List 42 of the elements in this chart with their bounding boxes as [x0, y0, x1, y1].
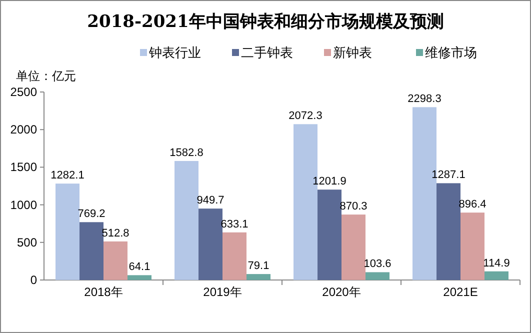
y-tick-label: 1500: [10, 160, 38, 174]
bar: [104, 241, 128, 280]
bar: [128, 275, 152, 280]
bar: [318, 190, 342, 280]
bar: [246, 274, 270, 280]
data-label: 114.9: [483, 257, 510, 270]
chart-title: 2018-2021年中国钟表和细分市场规模及预测: [87, 12, 444, 32]
legend-label: 钟表行业: [148, 45, 201, 60]
bar: [484, 271, 508, 280]
bar: [342, 214, 366, 280]
x-tick-label: 2021E: [443, 285, 478, 299]
y-tick-label: 0: [30, 273, 38, 287]
x-tick-label: 2020年: [322, 285, 361, 299]
bar: [460, 212, 484, 280]
data-label: 1582.8: [170, 146, 204, 159]
y-tick-label: 1000: [10, 198, 38, 212]
bar: [436, 183, 460, 280]
y-tick-label: 2000: [10, 122, 38, 137]
data-label: 769.2: [78, 208, 106, 220]
data-label: 1282.1: [50, 170, 84, 182]
bar: [174, 160, 198, 280]
legend-label: 新钟表: [333, 45, 372, 60]
bar: [80, 222, 104, 280]
data-label: 1201.9: [312, 176, 346, 188]
data-label: 1287.1: [432, 169, 466, 182]
y-tick-label: 2500: [10, 85, 38, 99]
legend-label: 维修市场: [425, 45, 477, 60]
bar: [222, 232, 246, 280]
data-label: 64.1: [128, 261, 150, 274]
y-tick-label: 500: [16, 235, 38, 250]
bar: [198, 208, 222, 280]
y-axis-title: 单位：亿元: [16, 69, 76, 83]
data-label: 103.6: [364, 258, 392, 270]
data-label: 79.1: [248, 260, 270, 272]
data-label: 2298.3: [408, 93, 442, 106]
x-tick-label: 2019年: [203, 285, 242, 299]
data-label: 949.7: [196, 194, 224, 207]
bar: [366, 272, 390, 280]
x-tick-label: 2018年: [84, 285, 123, 299]
data-label: 2072.3: [288, 110, 322, 122]
legend-label: 二手钟表: [241, 45, 293, 60]
bar: [56, 184, 80, 280]
